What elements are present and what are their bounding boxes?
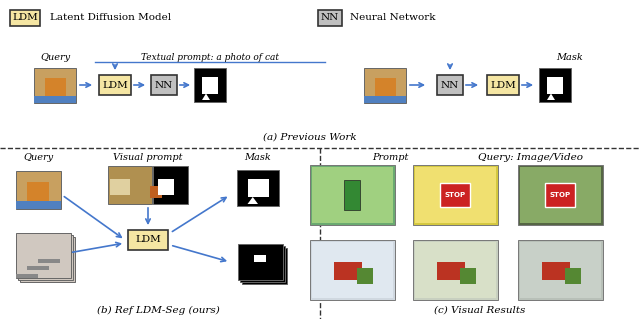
Text: Neural Network: Neural Network	[350, 13, 435, 23]
Text: (b) Ref LDM-Seg (ours): (b) Ref LDM-Seg (ours)	[97, 305, 220, 315]
Bar	[437, 262, 465, 280]
Bar	[15, 171, 61, 209]
Bar	[34, 68, 76, 102]
Bar	[108, 166, 152, 204]
Bar	[312, 242, 392, 298]
Bar	[518, 165, 602, 225]
Bar	[318, 10, 342, 26]
Bar	[17, 234, 72, 279]
Bar	[45, 78, 65, 95]
Text: LDM: LDM	[102, 80, 128, 90]
Bar	[357, 268, 373, 284]
Bar	[545, 183, 575, 207]
Bar	[440, 183, 470, 207]
Bar	[38, 259, 60, 263]
Bar	[15, 201, 61, 209]
Bar	[254, 255, 266, 262]
Text: Prompt: Prompt	[372, 153, 408, 162]
Bar	[15, 274, 38, 278]
Bar	[26, 266, 49, 270]
Bar	[153, 166, 188, 204]
Text: LDM: LDM	[135, 235, 161, 244]
Bar	[565, 268, 581, 284]
Bar	[364, 68, 406, 102]
Text: Query: Query	[23, 153, 53, 162]
Bar	[364, 95, 406, 102]
Text: (a) Previous Work: (a) Previous Work	[263, 132, 357, 142]
Text: NN: NN	[321, 13, 339, 23]
Bar	[194, 68, 226, 102]
Polygon shape	[202, 93, 210, 100]
Bar	[241, 248, 287, 284]
Bar	[310, 240, 394, 300]
Bar	[150, 186, 162, 198]
Bar	[310, 165, 394, 225]
Polygon shape	[547, 93, 555, 100]
Bar	[547, 77, 563, 93]
Text: LDM: LDM	[490, 80, 516, 90]
Bar	[110, 179, 130, 195]
Bar	[237, 244, 282, 280]
Bar	[374, 78, 396, 95]
Bar	[237, 170, 279, 206]
Bar	[10, 10, 40, 26]
Bar	[542, 262, 570, 280]
Text: Query: Query	[40, 53, 70, 62]
Bar	[413, 240, 497, 300]
Bar	[518, 240, 602, 300]
Bar	[334, 262, 362, 280]
Bar	[520, 167, 600, 223]
Bar	[413, 165, 497, 225]
Bar	[415, 167, 495, 223]
Bar	[248, 179, 269, 197]
Text: NN: NN	[155, 80, 173, 90]
Text: (c) Visual Results: (c) Visual Results	[435, 306, 525, 315]
Bar	[128, 230, 168, 250]
Text: STOP: STOP	[444, 192, 465, 198]
Bar	[520, 242, 600, 298]
Bar	[437, 75, 463, 95]
Text: Textual prompt: a photo of cat: Textual prompt: a photo of cat	[141, 53, 279, 62]
Bar	[312, 167, 392, 223]
Text: STOP: STOP	[549, 192, 571, 198]
Polygon shape	[248, 197, 258, 204]
Bar	[487, 75, 519, 95]
Text: Mask: Mask	[557, 53, 584, 62]
Bar	[19, 236, 74, 281]
Bar	[202, 77, 218, 93]
Bar	[151, 75, 177, 95]
Text: Latent Diffusion Model: Latent Diffusion Model	[50, 13, 171, 23]
Text: NN: NN	[441, 80, 459, 90]
Bar	[99, 75, 131, 95]
Bar	[158, 179, 174, 195]
Bar	[239, 246, 285, 282]
Text: Query: Image/Video: Query: Image/Video	[477, 153, 582, 162]
Text: LDM: LDM	[12, 13, 38, 23]
Bar	[460, 268, 476, 284]
Text: Mask: Mask	[244, 153, 271, 162]
Bar	[34, 95, 76, 102]
Bar	[344, 180, 360, 210]
Bar	[15, 233, 70, 278]
Text: Visual prompt: Visual prompt	[113, 153, 183, 162]
Bar	[539, 68, 571, 102]
Bar	[415, 242, 495, 298]
Bar	[27, 182, 49, 201]
